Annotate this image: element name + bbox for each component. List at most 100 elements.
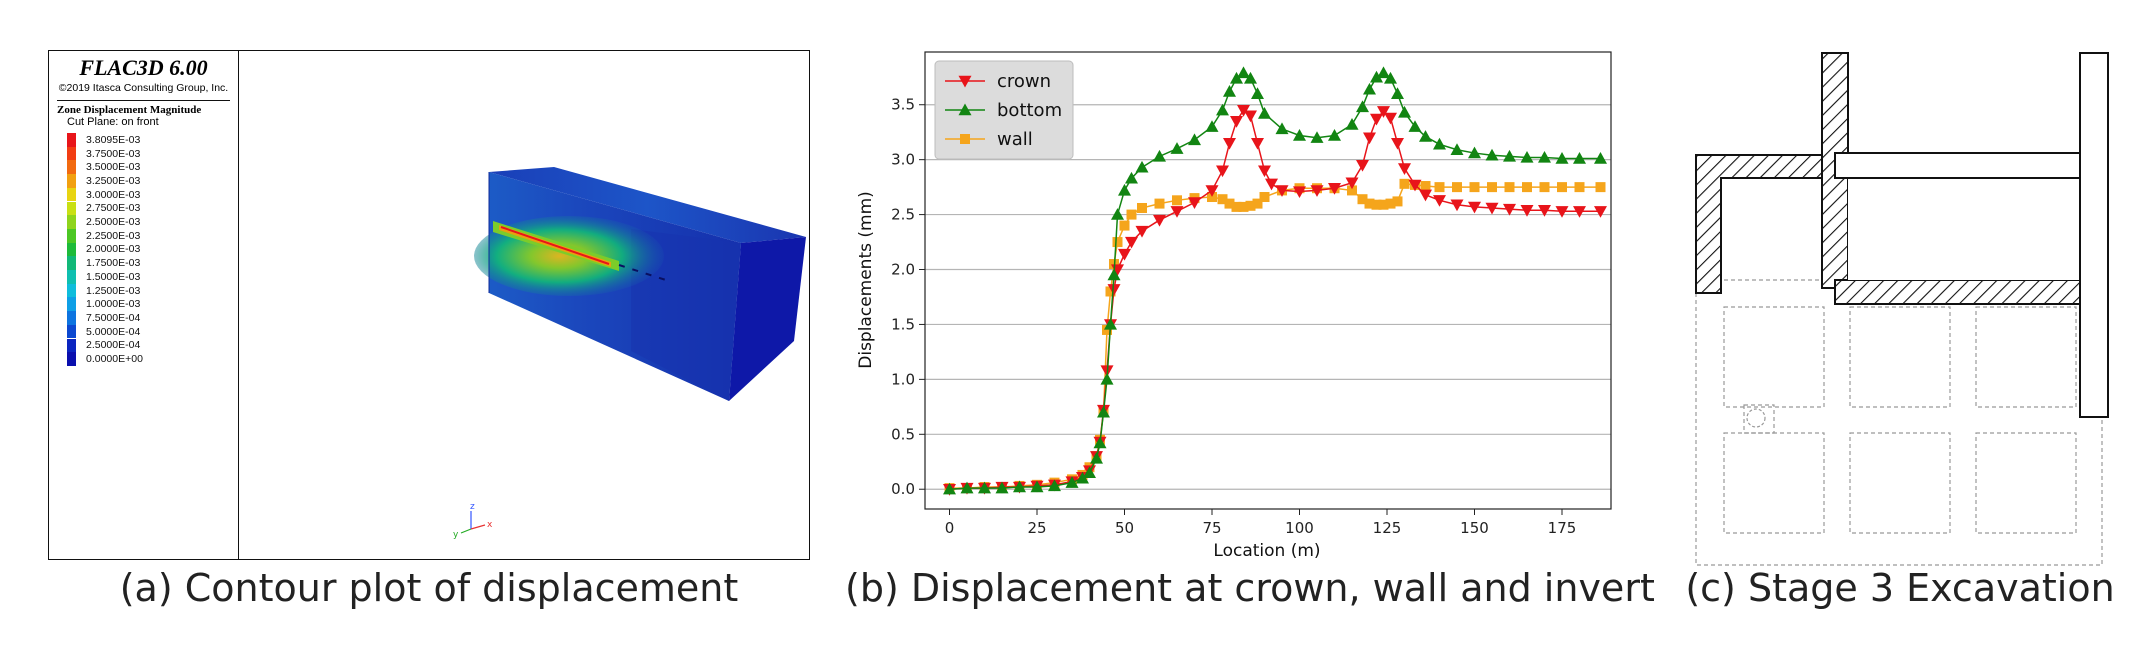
legend-divider xyxy=(57,100,230,101)
model-front-shade xyxy=(631,229,741,401)
data-point-crown xyxy=(1107,284,1121,296)
hatched-slab xyxy=(1834,279,2081,305)
data-point-bottom xyxy=(1384,71,1397,84)
colorbar-swatch xyxy=(67,256,76,270)
y-tick-label: 1.0 xyxy=(891,370,915,388)
colorbar-swatch xyxy=(67,146,76,161)
data-point-wall xyxy=(1595,182,1606,193)
y-tick-label: 0.0 xyxy=(891,480,915,498)
colorbar-swatch xyxy=(67,297,76,312)
colorbar-entry: 3.8095E-03 xyxy=(67,133,140,147)
axis-label-y: y xyxy=(453,530,459,540)
series-crown xyxy=(943,105,1607,496)
tunnel-axis-line xyxy=(500,226,610,265)
data-point-crown xyxy=(1363,132,1376,145)
data-point-crown xyxy=(1125,236,1138,249)
data-point-wall xyxy=(1224,198,1235,209)
data-point-wall xyxy=(1154,198,1165,209)
data-point-wall xyxy=(1385,198,1396,209)
data-point-bottom xyxy=(1205,120,1219,132)
data-point-wall xyxy=(1259,192,1270,203)
colorbar-label: 3.7500E-03 xyxy=(86,147,141,160)
data-point-wall xyxy=(1112,237,1123,248)
colorbar-swatch xyxy=(67,201,76,216)
data-point-bottom xyxy=(1251,87,1264,99)
data-point-bottom xyxy=(1104,317,1117,330)
y-axis-label: Displacements (mm) xyxy=(856,191,876,369)
y-tick-label: 2.5 xyxy=(891,206,915,224)
dashed-circle xyxy=(1746,408,1766,428)
chart-grid xyxy=(925,104,1611,490)
colorbar-label: 2.7500E-03 xyxy=(86,202,141,215)
colorbar-entry: 1.2500E-03 xyxy=(67,283,140,298)
flac3d-contour-panel: FLAC3D 6.00 ©2019 Itasca Consulting Grou… xyxy=(48,50,810,560)
data-point-crown xyxy=(1356,159,1369,172)
colorbar-label: 2.0000E-03 xyxy=(86,243,141,256)
data-point-bottom xyxy=(1363,82,1376,95)
colorbar-swatch xyxy=(67,338,76,353)
legend-marker-bottom xyxy=(958,103,972,116)
colorbar-entry: 3.7500E-03 xyxy=(67,146,141,161)
cut-plane-label: Cut Plane: on front xyxy=(67,116,159,128)
x-tick-label: 50 xyxy=(1115,519,1134,537)
displacement-chart: 0.0 0.5 1.0 1.5 2.0 2.5 3.0 3.5 0 25 50 75 100 125 150… xyxy=(856,51,1612,561)
data-point-bottom xyxy=(995,481,1009,494)
data-point-wall xyxy=(1522,182,1532,193)
data-point-crown xyxy=(1244,110,1257,123)
upper-excavation-bar xyxy=(1834,152,2081,179)
data-point-crown xyxy=(1377,106,1390,118)
data-point-wall xyxy=(1105,286,1116,297)
colorbar-swatch xyxy=(67,311,76,325)
data-point-bottom xyxy=(1450,143,1464,155)
data-point-wall xyxy=(1102,324,1112,335)
data-point-wall xyxy=(1371,199,1382,210)
data-point-crown xyxy=(1538,204,1551,217)
data-point-wall xyxy=(1399,178,1410,189)
data-point-crown xyxy=(1275,185,1289,197)
colorbar-swatch xyxy=(67,352,76,366)
data-point-crown xyxy=(1328,183,1341,195)
data-point-bottom xyxy=(1100,372,1114,385)
colorbar-swatch xyxy=(67,160,76,175)
colorbar-label: 2.5000E-04 xyxy=(86,339,141,352)
data-point-crown xyxy=(1573,206,1586,218)
data-point-bottom xyxy=(1170,142,1184,154)
right-vertical-wall xyxy=(2079,52,2109,418)
colorbar-swatch xyxy=(67,215,76,229)
data-point-crown xyxy=(1370,113,1383,126)
x-axis-label: Location (m) xyxy=(1213,541,1320,561)
data-point-bottom xyxy=(1118,183,1131,196)
data-point-wall xyxy=(1357,194,1368,205)
data-point-bottom xyxy=(1485,148,1499,161)
data-point-crown xyxy=(1468,201,1481,214)
dashed-cell xyxy=(1975,306,2077,408)
dashed-cell xyxy=(1975,432,2077,534)
series-line-wall xyxy=(949,183,1601,489)
axis-label-z: z xyxy=(470,502,475,512)
model-end-face xyxy=(729,237,806,401)
data-point-bottom xyxy=(1310,131,1324,143)
data-point-wall xyxy=(1217,194,1228,205)
data-point-bottom xyxy=(978,481,991,494)
axis-triad: z x y xyxy=(453,502,493,540)
data-point-bottom xyxy=(1345,118,1359,130)
chart-legend: crown bottom wall xyxy=(934,60,1074,160)
data-point-crown xyxy=(1520,204,1534,217)
data-point-wall xyxy=(1119,220,1130,231)
x-tick-label: 125 xyxy=(1373,519,1402,537)
data-point-wall xyxy=(1469,182,1480,193)
data-point-bottom xyxy=(1230,71,1243,84)
data-point-crown xyxy=(1293,186,1306,199)
data-point-wall xyxy=(1378,199,1389,210)
data-point-crown xyxy=(1391,137,1404,150)
legend-marker-wall xyxy=(960,134,970,144)
data-point-bottom xyxy=(1328,128,1341,141)
data-point-wall xyxy=(1434,182,1445,193)
colorbar-entry: 1.5000E-03 xyxy=(67,270,140,284)
colorbar-entry: 2.5000E-04 xyxy=(67,338,141,353)
data-point-wall xyxy=(1172,195,1182,206)
dashed-small-box xyxy=(1743,404,1775,434)
data-point-bottom xyxy=(1468,146,1481,159)
data-point-crown xyxy=(1265,178,1278,191)
series-bottom xyxy=(943,66,1607,495)
